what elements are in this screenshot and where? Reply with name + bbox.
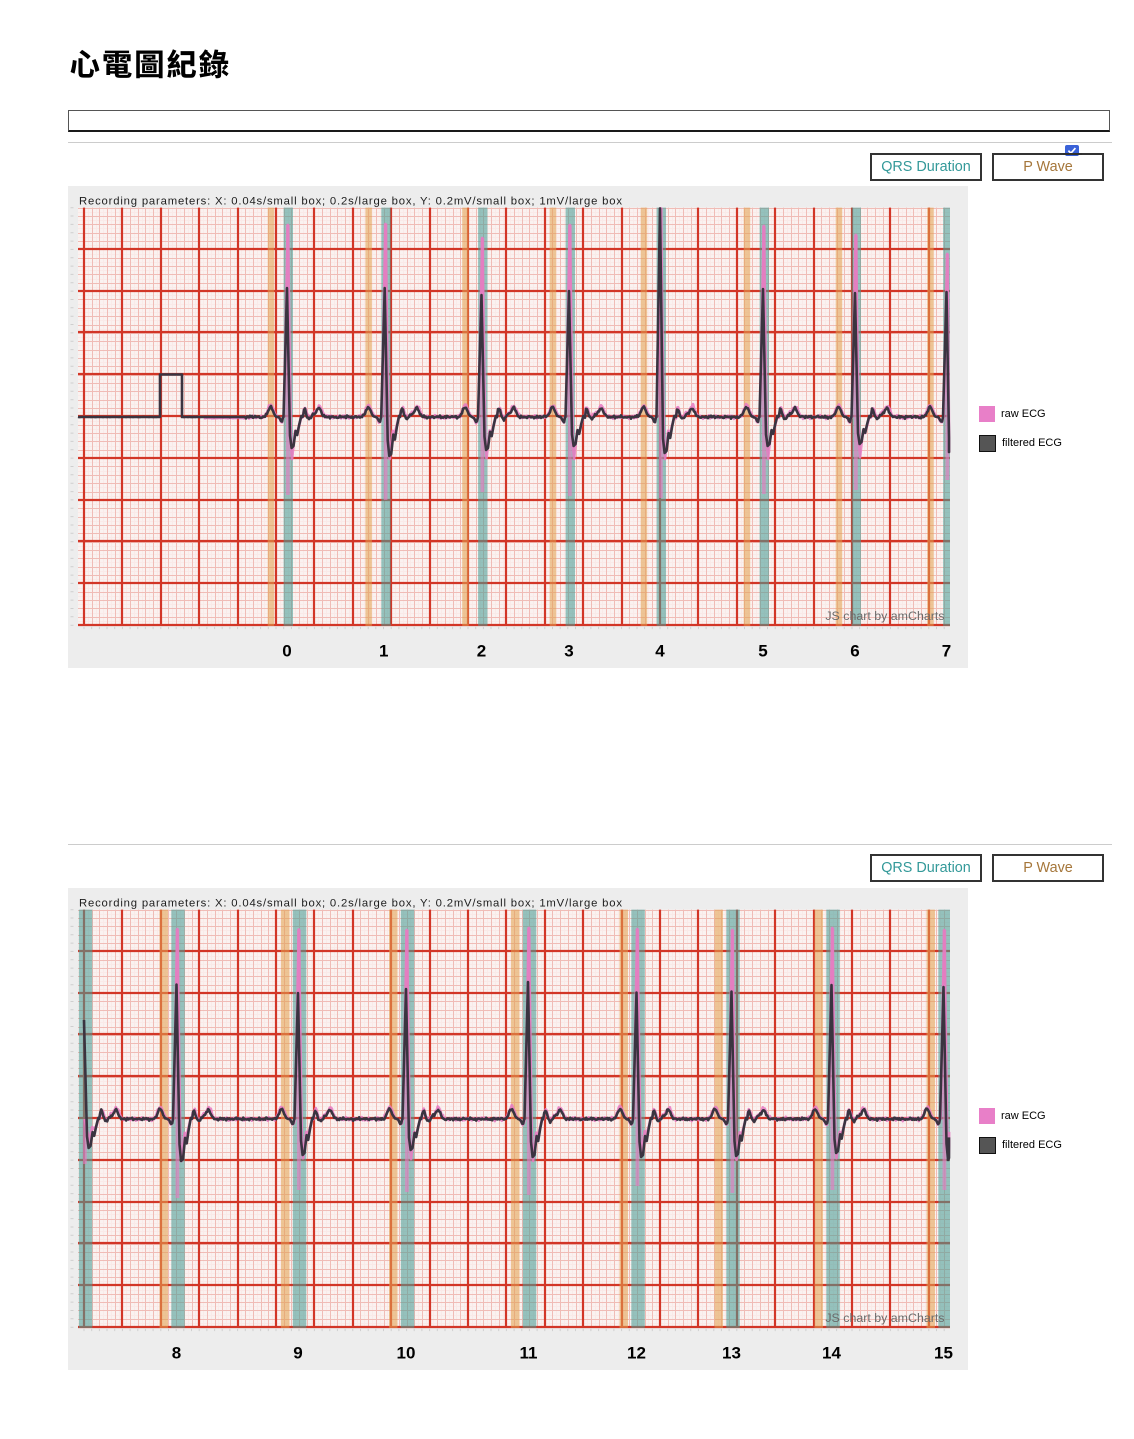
svg-text:5: 5 bbox=[758, 642, 767, 661]
svg-text:Recording parameters: X: 0.04s: Recording parameters: X: 0.04s/small box… bbox=[79, 898, 622, 910]
svg-text:JS chart by amCharts: JS chart by amCharts bbox=[825, 609, 944, 623]
svg-text:4: 4 bbox=[655, 642, 665, 661]
svg-text:14: 14 bbox=[822, 1344, 841, 1363]
svg-text:3: 3 bbox=[564, 642, 573, 661]
svg-text:9: 9 bbox=[293, 1344, 302, 1363]
svg-text:1: 1 bbox=[379, 642, 388, 661]
svg-text:10: 10 bbox=[397, 1344, 416, 1363]
svg-text:6: 6 bbox=[850, 642, 859, 661]
svg-text:12: 12 bbox=[627, 1344, 646, 1363]
svg-text:0: 0 bbox=[282, 642, 291, 661]
svg-text:8: 8 bbox=[172, 1344, 181, 1363]
svg-text:JS chart by amCharts: JS chart by amCharts bbox=[825, 1311, 944, 1325]
svg-text:2: 2 bbox=[477, 642, 486, 661]
svg-text:7: 7 bbox=[942, 642, 951, 661]
svg-text:11: 11 bbox=[520, 1344, 538, 1363]
svg-text:Recording parameters: X: 0.04s: Recording parameters: X: 0.04s/small box… bbox=[79, 196, 622, 208]
svg-text:13: 13 bbox=[722, 1344, 741, 1363]
svg-text:15: 15 bbox=[934, 1344, 953, 1363]
